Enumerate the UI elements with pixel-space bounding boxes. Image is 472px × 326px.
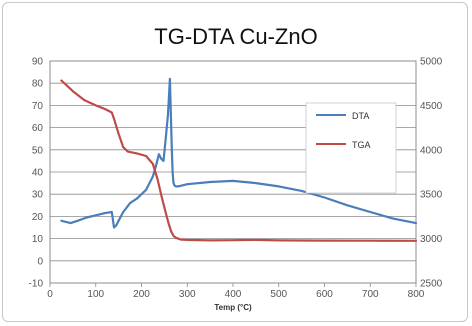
- x-tick-label: 300: [179, 289, 196, 300]
- y-tick-label-right: 3500: [420, 190, 443, 201]
- x-axis-title: Temp (°C): [214, 303, 252, 312]
- y-tick-label-left: 40: [32, 168, 44, 179]
- legend: DTA TGA: [305, 102, 397, 194]
- y-axis-right: 2500 3000 3500 4000 4500 5000: [420, 57, 443, 290]
- legend-box: [305, 102, 397, 194]
- y-axis-left: -10 0 10 20 30 40 50 60 70 80 90: [29, 57, 44, 290]
- y-tick-label-left: 70: [32, 101, 44, 112]
- y-tick-label-left: 10: [32, 234, 44, 245]
- y-tick-label-right: 4000: [420, 145, 443, 156]
- series-line-dta: [60, 77, 418, 229]
- y-tick-label-right: 4500: [420, 101, 443, 112]
- series-lines: [60, 77, 418, 242]
- y-tick-label-left: 60: [32, 123, 44, 134]
- y-tick-label-right: 2500: [420, 279, 443, 290]
- x-tick-label: 800: [408, 289, 425, 300]
- y-tick-label-right: 5000: [420, 57, 443, 68]
- x-tick-label: 200: [133, 289, 150, 300]
- x-tick-label: 0: [47, 289, 53, 300]
- x-tick-label: 500: [270, 289, 287, 300]
- y-tick-label-left: 80: [32, 79, 44, 90]
- y-tick-label-left: 30: [32, 190, 44, 201]
- x-tick-label: 600: [316, 289, 333, 300]
- y-tick-label-left: 20: [32, 212, 44, 223]
- series-line-tga: [60, 79, 418, 242]
- y-tick-label-left: 0: [37, 256, 43, 267]
- y-tick-label-left: -10: [29, 279, 44, 290]
- y-tick-label-left: 50: [32, 145, 44, 156]
- x-axis: 0 100 200 300 400 500 600 700 800: [47, 283, 425, 300]
- chart-title: TG-DTA Cu-ZnO: [154, 24, 317, 49]
- y-tick-label-right: 3000: [420, 234, 443, 245]
- x-tick-label: 100: [87, 289, 104, 300]
- legend-label-dta: DTA: [352, 111, 369, 121]
- legend-label-tga: TGA: [352, 140, 371, 150]
- x-tick-label: 700: [362, 289, 379, 300]
- x-tick-label: 400: [225, 289, 242, 300]
- y-tick-label-left: 90: [32, 57, 44, 68]
